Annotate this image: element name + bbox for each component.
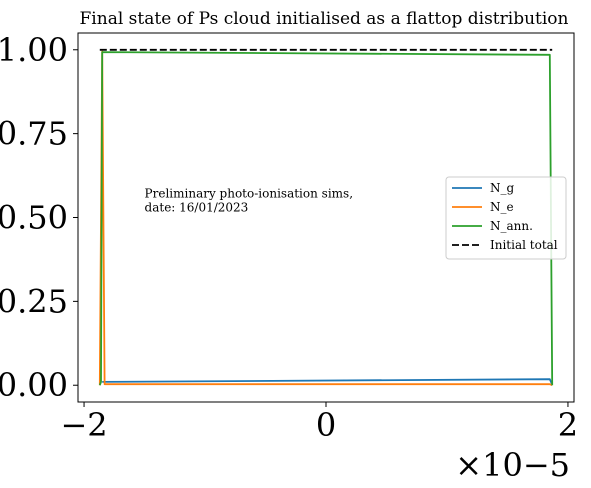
axes: −2 0 2 0.00 0.25 0.50 0.75 1.00 (0, 31, 578, 444)
x-tick-label: −2 (60, 406, 107, 444)
plot-area (98, 48, 554, 387)
legend: N_g N_e N_ann. Initial total (445, 176, 567, 260)
chart-annotation: Preliminary photo-ionisation sims, date:… (145, 186, 353, 214)
series-line-2 (98, 51, 554, 386)
legend-label-1: N_e (490, 200, 514, 214)
y-tick-label: 0.00 (0, 366, 68, 404)
legend-label-0: N_g (490, 181, 515, 195)
y-tick-label: 0.25 (0, 282, 68, 320)
y-tick-label: 0.75 (0, 115, 68, 153)
x-tick-label: 0 (316, 406, 336, 444)
legend-box (445, 176, 567, 260)
annotation-line-1: Preliminary photo-ionisation sims, (145, 186, 353, 200)
legend-label-2: N_ann. (490, 219, 533, 233)
x-tick-label: 2 (558, 406, 578, 444)
chart-title: Final state of Ps cloud initialised as a… (80, 9, 569, 29)
y-tick-label: 1.00 (0, 31, 68, 69)
y-tick-label: 0.50 (0, 199, 68, 237)
legend-label-3: Initial total (490, 238, 558, 252)
annotation-line-2: date: 16/01/2023 (145, 200, 249, 214)
x-axis-scale-factor: ×10−5 (455, 446, 570, 484)
